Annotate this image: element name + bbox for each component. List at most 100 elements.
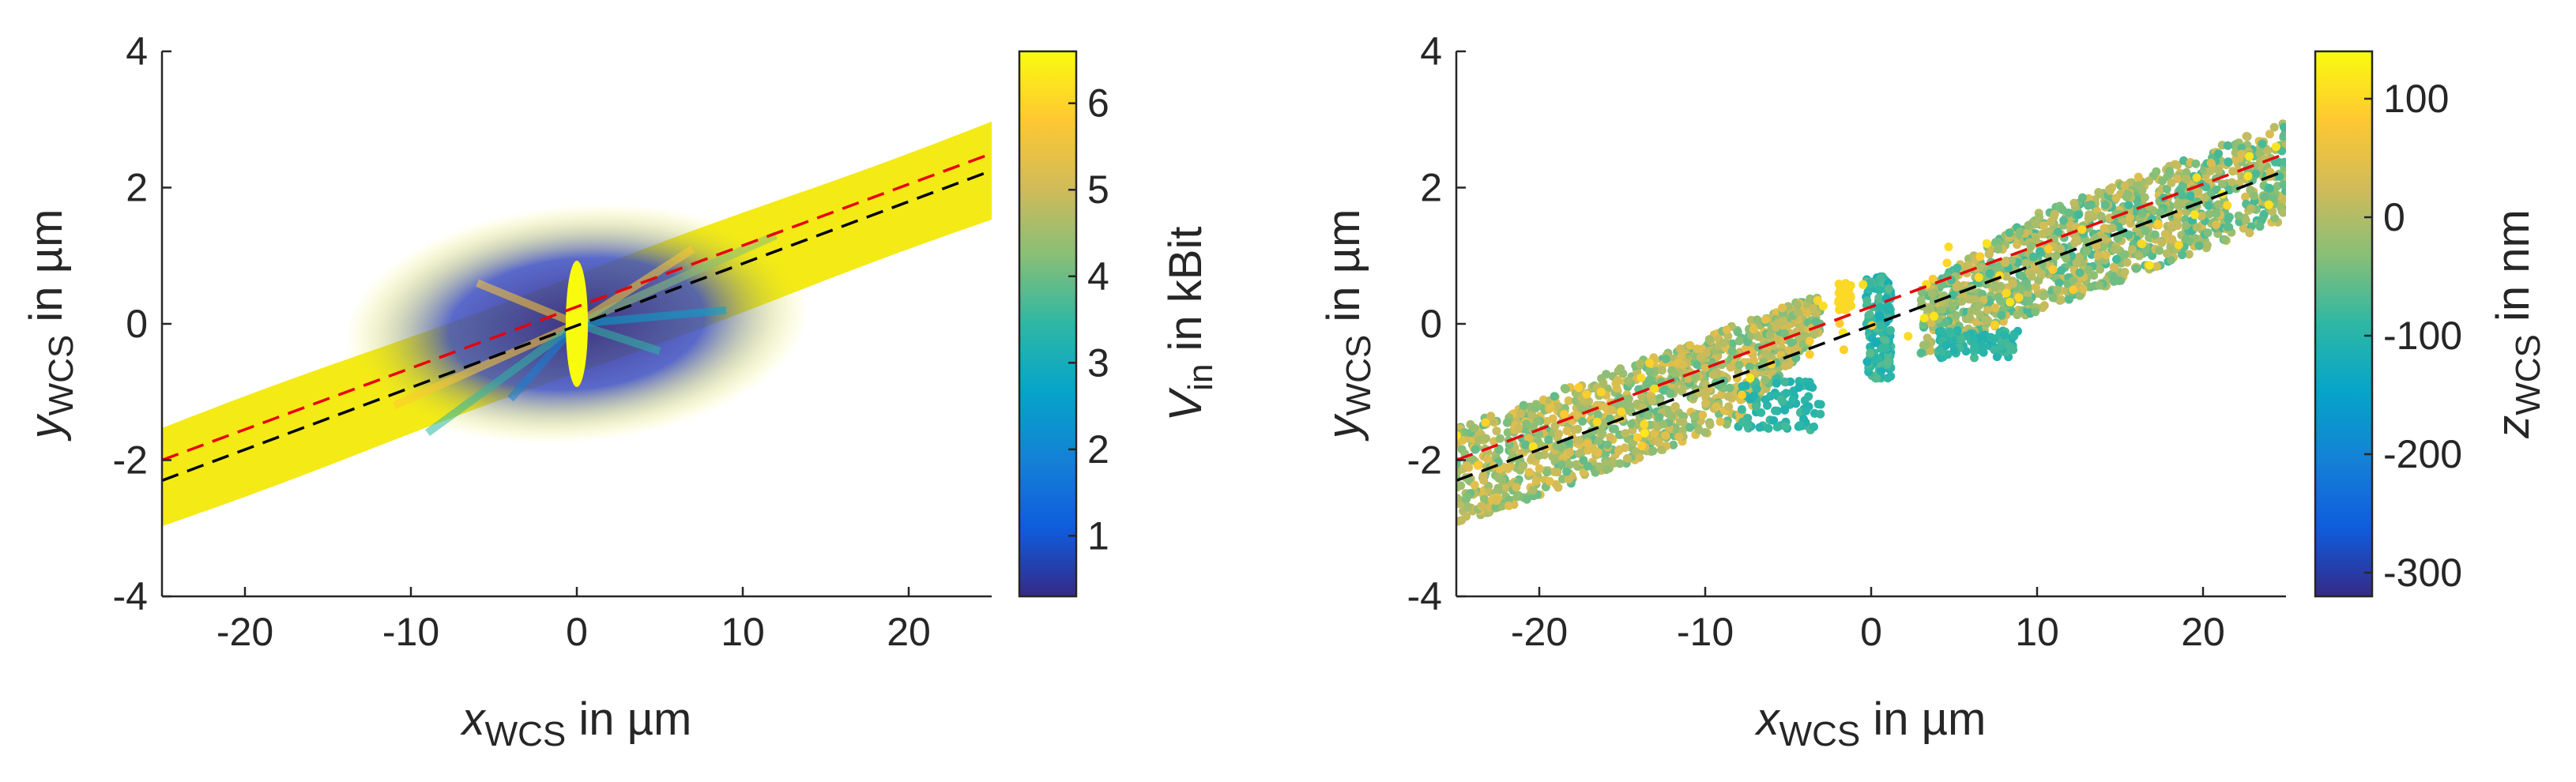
scatter-point xyxy=(2212,209,2221,218)
scatter-point xyxy=(1635,453,1644,462)
scatter-point xyxy=(1554,429,1563,438)
scatter-point xyxy=(2264,200,2273,209)
scatter-point xyxy=(1949,345,1959,355)
scatter-point xyxy=(2095,190,2104,199)
scatter-point xyxy=(1761,375,1770,385)
scatter-point xyxy=(1531,404,1540,413)
scatter-point xyxy=(1674,432,1684,442)
scatter-point xyxy=(2005,228,2014,238)
scatter-point xyxy=(2269,194,2278,204)
scatter-point xyxy=(1534,451,1543,461)
scatter-point xyxy=(2000,330,2009,340)
scatter-point xyxy=(1471,445,1480,454)
scatter-point xyxy=(2124,200,2133,209)
scatter-point xyxy=(2069,285,2078,295)
scatter-point xyxy=(1813,295,1822,305)
right-red-dashed-line xyxy=(1456,152,2287,462)
scatter-point xyxy=(1678,417,1688,427)
scatter-point xyxy=(1627,419,1636,429)
scatter-point xyxy=(2182,167,2191,177)
scatter-point xyxy=(2043,244,2053,254)
scatter-point xyxy=(1558,475,1567,483)
scatter-point xyxy=(1964,313,1974,322)
scatter-point xyxy=(1615,459,1625,468)
scatter-point xyxy=(1795,377,1804,386)
scatter-point xyxy=(2160,230,2170,239)
scatter-point xyxy=(1669,440,1678,449)
scatter-point xyxy=(2024,220,2033,230)
scatter-point xyxy=(1881,336,1890,345)
scatter-point xyxy=(1670,423,1680,432)
scatter-point xyxy=(2120,250,2130,259)
scatter-point xyxy=(1482,434,1490,443)
scatter-point xyxy=(2099,242,2108,252)
scatter-point xyxy=(1463,502,1473,512)
scatter-point xyxy=(1792,300,1802,310)
scatter-point xyxy=(2182,220,2191,230)
scatter-point xyxy=(1522,419,1531,429)
scatter-point xyxy=(1689,412,1699,421)
scatter-point xyxy=(2145,261,2154,270)
scatter-point xyxy=(1804,392,1813,401)
scatter-point xyxy=(1462,512,1471,521)
scatter-point xyxy=(1859,280,1868,289)
scatter-point xyxy=(1951,310,1960,320)
left-y-tick-label: 0 xyxy=(126,302,148,346)
scatter-point xyxy=(1875,311,1885,321)
scatter-point xyxy=(1635,359,1644,369)
scatter-point xyxy=(2124,230,2133,239)
scatter-point xyxy=(2167,179,2176,187)
scatter-point xyxy=(2035,212,2044,222)
scatter-point xyxy=(1645,367,1655,377)
scatter-point xyxy=(1749,355,1759,365)
scatter-point xyxy=(1968,295,1978,304)
scatter-point xyxy=(1518,462,1527,472)
scatter-point xyxy=(1650,384,1659,393)
scatter-point xyxy=(1685,340,1695,350)
scatter-point xyxy=(1594,436,1603,446)
scatter-point xyxy=(1734,336,1744,346)
scatter-point xyxy=(1996,341,2005,351)
scatter-point xyxy=(1512,483,1521,492)
scatter-point xyxy=(2140,193,2149,202)
left-colorbar-tick-label: 3 xyxy=(1087,340,1109,385)
scatter-point xyxy=(1990,303,2000,313)
scatter-point xyxy=(2152,167,2161,176)
scatter-point xyxy=(2153,220,2163,228)
scatter-point xyxy=(1505,501,1513,510)
scatter-point xyxy=(1805,350,1814,359)
scatter-point xyxy=(2246,204,2256,213)
scatter-point xyxy=(2192,223,2201,232)
scatter-point xyxy=(1745,347,1754,356)
scatter-point xyxy=(1531,476,1541,486)
right-colorbar-gradient xyxy=(2314,50,2374,598)
right-colorbar-label: zWCS in nm xyxy=(2487,209,2548,439)
scatter-point xyxy=(2008,279,2017,288)
left-colorbar-tick-label: 1 xyxy=(1087,513,1109,558)
scatter-point xyxy=(1616,364,1625,374)
left-colorbar-tick-label: 2 xyxy=(1087,427,1109,472)
scatter-point xyxy=(2203,228,2213,238)
scatter-point xyxy=(1678,386,1686,396)
scatter-point xyxy=(1514,423,1523,433)
scatter-point xyxy=(2271,142,2280,152)
scatter-point xyxy=(2162,184,2171,194)
scatter-point xyxy=(1516,409,1526,419)
scatter-point xyxy=(1645,359,1655,368)
scatter-point xyxy=(2158,176,2167,186)
scatter-point xyxy=(1565,448,1575,457)
scatter-point xyxy=(1862,296,1872,306)
scatter-point xyxy=(1596,387,1606,397)
left-fan-ray xyxy=(425,320,579,437)
right-y-axis-label: yWCS in µm xyxy=(1318,209,1378,442)
scatter-point xyxy=(2265,130,2274,139)
scatter-point xyxy=(1742,337,1752,347)
scatter-point xyxy=(1753,315,1762,325)
scatter-point xyxy=(2270,157,2280,167)
scatter-point xyxy=(1956,335,1966,344)
scatter-point xyxy=(2096,265,2105,274)
scatter-point xyxy=(2228,167,2238,176)
scatter-point xyxy=(1766,392,1776,401)
scatter-point xyxy=(2190,210,2199,220)
